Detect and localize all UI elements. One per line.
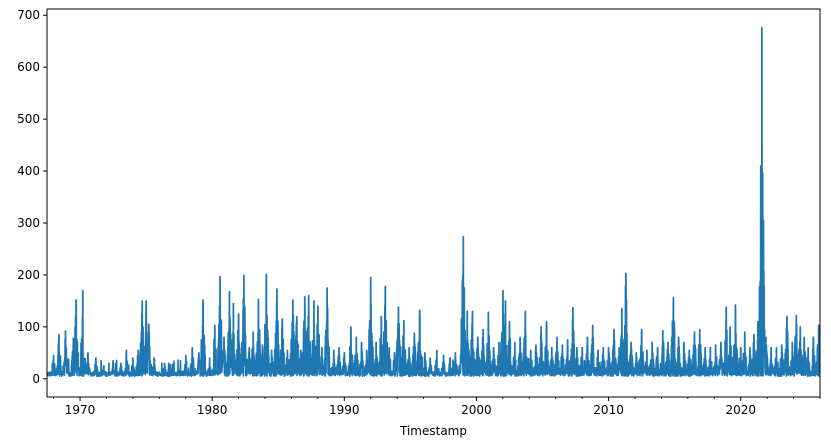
y-tick-label: 500 [17, 112, 40, 126]
y-tick-label: 700 [17, 8, 40, 22]
plot-area [47, 26, 820, 378]
x-tick-label: 1970 [65, 403, 96, 417]
x-tick-label: 2010 [593, 403, 624, 417]
y-tick-label: 100 [17, 320, 40, 334]
y-tick-label: 200 [17, 268, 40, 282]
x-tick-label: 2000 [461, 403, 492, 417]
x-tick-label: 2020 [725, 403, 756, 417]
x-tick-label: 1990 [329, 403, 360, 417]
axes-frame [46, 8, 821, 398]
x-axis-label: Timestamp [399, 424, 467, 438]
y-tick-label: 600 [17, 60, 40, 74]
y-tick-label: 400 [17, 164, 40, 178]
series-line [47, 26, 820, 378]
axes: 0 100 200 300 400 500 600 700 1970 1980 1990 2000 20… [17, 8, 821, 417]
y-tick-label: 300 [17, 216, 40, 230]
y-tick-label: 0 [32, 372, 40, 386]
x-tick-label: 1980 [197, 403, 228, 417]
